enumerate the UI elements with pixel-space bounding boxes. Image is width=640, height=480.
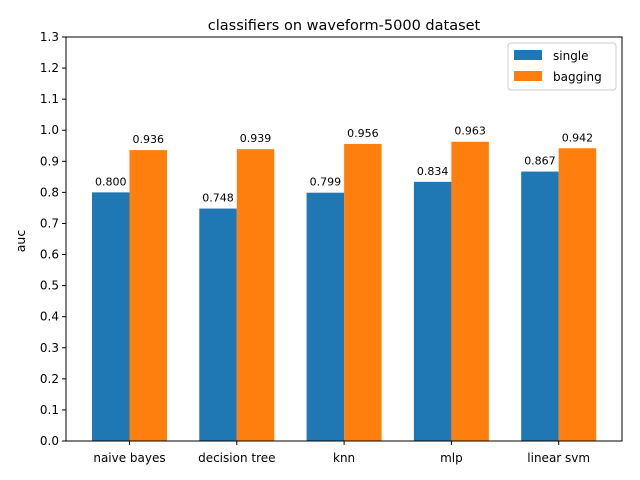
x-tick-label: knn bbox=[333, 451, 355, 465]
bar-value-label: 0.867 bbox=[524, 155, 556, 168]
bar-single bbox=[521, 171, 559, 441]
legend-swatch bbox=[514, 71, 542, 81]
y-tick-label: 0.0 bbox=[40, 434, 59, 448]
bar-value-label: 0.834 bbox=[417, 165, 449, 178]
y-tick-label: 0.3 bbox=[40, 341, 59, 355]
plot-frame bbox=[65, 36, 623, 442]
y-axis-label: auc bbox=[13, 230, 28, 253]
bar-value-label: 0.963 bbox=[454, 125, 486, 138]
bar-value-label: 0.942 bbox=[562, 131, 594, 144]
x-axis: naive bayes decision tree knn mlp linear svm bbox=[93, 441, 590, 465]
bar-value-label: 0.748 bbox=[202, 192, 234, 205]
y-tick-label: 0.2 bbox=[40, 372, 59, 386]
bar-value-label: 0.956 bbox=[347, 127, 379, 140]
bar-bagging bbox=[451, 141, 489, 441]
y-tick-label: 0.1 bbox=[40, 403, 59, 417]
y-tick-label: 0.8 bbox=[40, 185, 59, 199]
x-tick-label: linear svm bbox=[527, 451, 590, 465]
y-tick-label: 1.1 bbox=[40, 92, 59, 106]
y-tick-label: 1.3 bbox=[40, 30, 59, 44]
bar-bagging bbox=[344, 143, 382, 442]
bar-value-labels: 0.800 0.748 0.799 0.834 0.867 0.936 0.939 0.956… bbox=[95, 125, 593, 205]
y-tick-label: 0.4 bbox=[40, 310, 59, 324]
bar-value-label: 0.936 bbox=[133, 133, 165, 146]
bar-value-label: 0.799 bbox=[310, 176, 342, 189]
bar-single bbox=[199, 208, 237, 441]
y-tick-label: 1.0 bbox=[40, 123, 59, 137]
bar-single bbox=[92, 192, 130, 441]
legend-label: bagging bbox=[553, 70, 602, 84]
y-tick-label: 0.9 bbox=[40, 154, 59, 168]
y-axis: 0.0 0.1 0.2 0.3 0.4 0.5 0.6 0.7 0.8 0.9 1.0 1.1 1.2 1… bbox=[40, 30, 66, 448]
bar-single bbox=[306, 192, 345, 441]
x-tick-label: mlp bbox=[440, 451, 463, 465]
legend-label: single bbox=[553, 49, 589, 63]
y-tick-label: 1.2 bbox=[40, 61, 59, 75]
y-tick-label: 0.7 bbox=[40, 216, 59, 230]
legend-swatch bbox=[514, 50, 542, 60]
bar-bagging bbox=[129, 150, 167, 441]
bar-value-label: 0.800 bbox=[95, 175, 127, 188]
bar-single bbox=[413, 181, 452, 441]
bars bbox=[92, 141, 597, 442]
bar-bagging bbox=[236, 149, 275, 442]
x-tick-label: naive bayes bbox=[93, 451, 165, 465]
bar-bagging bbox=[558, 148, 597, 442]
legend: single bagging bbox=[507, 42, 617, 91]
y-tick-label: 0.6 bbox=[40, 248, 59, 262]
bar-value-label: 0.939 bbox=[240, 132, 272, 145]
y-tick-label: 0.5 bbox=[40, 279, 59, 293]
chart-title: classifiers on waveform-5000 dataset bbox=[208, 18, 481, 34]
x-tick-label: decision tree bbox=[198, 451, 275, 465]
